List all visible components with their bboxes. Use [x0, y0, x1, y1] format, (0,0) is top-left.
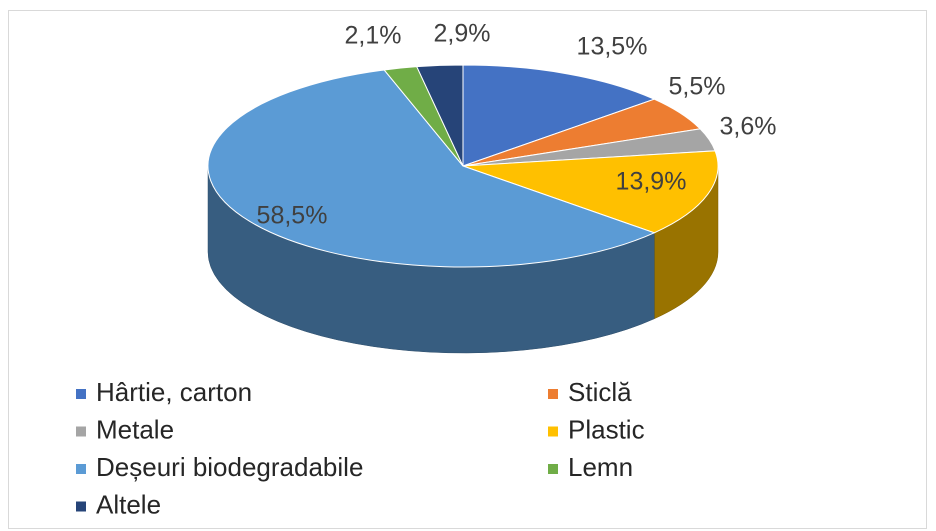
- slice: [416, 64, 464, 167]
- legend-label: Altele: [96, 489, 161, 519]
- data-label: 2,9%: [434, 20, 491, 48]
- legend-label: Plastic: [568, 414, 645, 444]
- legend-swatch: [548, 426, 558, 437]
- slice: [462, 64, 656, 167]
- legend-label: Hârtie, carton: [96, 377, 252, 407]
- data-label: 2,1%: [345, 22, 402, 50]
- data-label: 58,5%: [257, 202, 328, 230]
- data-label: 13,9%: [616, 168, 687, 196]
- slice: [207, 69, 656, 268]
- data-label: 13,5%: [577, 33, 648, 61]
- legend-swatch: [76, 426, 86, 437]
- legend-label: Deșeuri biodegradabile: [96, 452, 363, 482]
- data-label: 3,6%: [720, 113, 777, 141]
- slice: [462, 150, 719, 234]
- legend-swatch: [548, 389, 558, 399]
- legend-swatch: [76, 389, 86, 399]
- legend-label: Sticlă: [568, 377, 632, 407]
- data-label: 5,5%: [669, 73, 726, 101]
- legend-label: Lemn: [568, 452, 633, 482]
- legend-swatch: [548, 464, 558, 474]
- legend-label: Metale: [96, 414, 174, 444]
- legend-swatch: [76, 501, 86, 512]
- legend-swatch: [76, 464, 86, 474]
